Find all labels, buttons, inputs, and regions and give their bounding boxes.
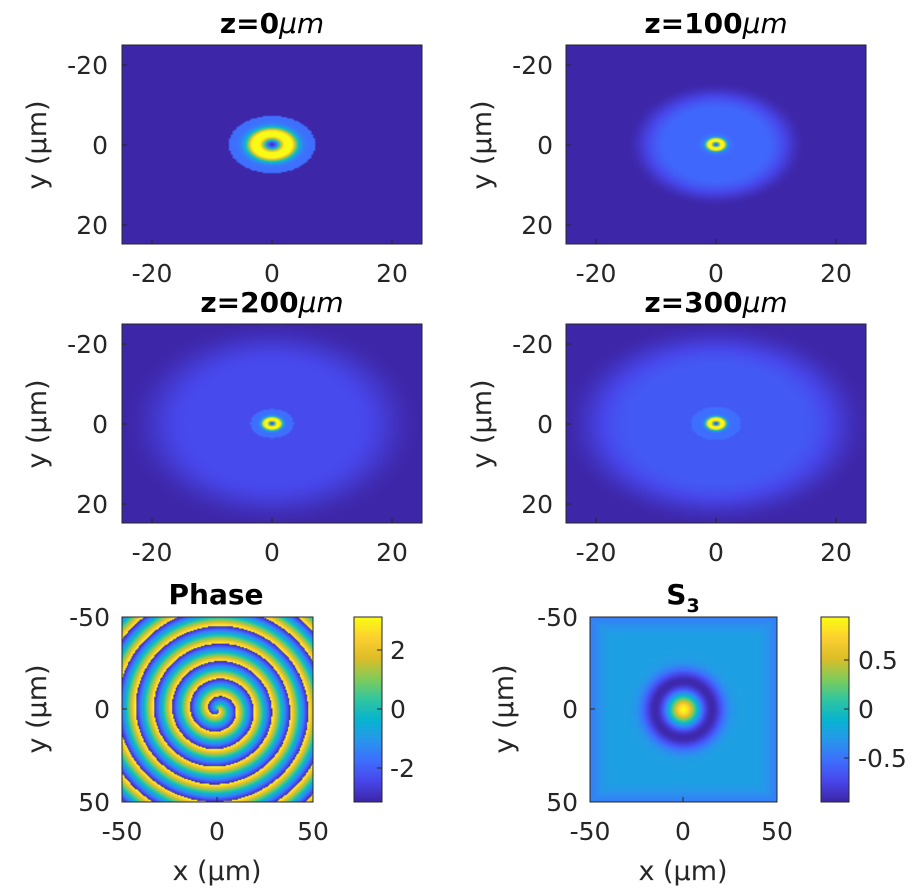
panel-phase-xtick-label: -50 [102, 817, 143, 846]
panel-z300-xtick-label: 0 [708, 538, 724, 567]
panel-z0-xtick-label: -20 [132, 259, 173, 288]
panel-z300-ytick-label: 0 [537, 410, 553, 439]
panel-z200-ytick-label: 0 [92, 410, 108, 439]
panel-z300-xtick-label: 20 [820, 538, 852, 567]
panel-s3-xtick-label: 50 [761, 817, 793, 846]
panel-z100-ytick-label: -20 [512, 51, 553, 80]
panel-z200-heatmap [122, 324, 422, 523]
panel-z0: z=0μm -20 0 20 -20 0 20 y (μm) [22, 7, 423, 288]
panel-s3-ytick-label: 0 [562, 695, 578, 724]
panel-s3: S3 -50 0 50 -50 0 50 y (μm) x (μm) 0.5 0… [489, 578, 907, 887]
panel-phase-xtick-label: 50 [297, 817, 329, 846]
panel-z200-ytick-label: 20 [76, 490, 108, 519]
panel-phase-ytick-label: -50 [69, 603, 110, 632]
panel-phase-colorbar-label: -2 [390, 754, 415, 783]
panel-z200-xtick-label: -20 [132, 538, 173, 567]
panel-z100-heatmap [566, 45, 866, 244]
panel-z100-ylabel: y (μm) [467, 100, 498, 189]
panel-z100-title: z=100μm [644, 7, 787, 40]
panel-z0-ylabel: y (μm) [22, 100, 53, 189]
panel-s3-xlabel: x (μm) [638, 856, 727, 887]
panel-z300-heatmap [566, 324, 866, 523]
panel-z100-ytick-label: 0 [537, 131, 553, 160]
panel-z100-xtick-label: 0 [708, 259, 724, 288]
panel-s3-xtick-label: 0 [675, 817, 691, 846]
panel-phase-ytick-label: 0 [94, 695, 110, 724]
panel-s3-ytick-label: -50 [537, 603, 578, 632]
panel-z100: z=100μm -20 0 20 -20 0 20 y (μm) [467, 7, 867, 288]
panel-phase-colorbar-label: 0 [390, 695, 406, 724]
panel-z200-xtick-label: 0 [264, 538, 280, 567]
panel-z0-ytick-label: 20 [76, 211, 108, 240]
panel-z200-xtick-label: 20 [376, 538, 408, 567]
panel-phase-colorbar-label: 2 [390, 636, 406, 665]
panel-z300-xtick-label: -20 [576, 538, 617, 567]
panel-z300-ytick-label: -20 [512, 330, 553, 359]
panel-phase-ytick-label: 50 [78, 788, 110, 817]
panel-z300-ylabel: y (μm) [467, 379, 498, 468]
panel-phase-ylabel: y (μm) [22, 664, 53, 753]
panel-phase: Phase -50 0 50 -50 0 50 y (μm) x (μm) 2 … [22, 578, 415, 887]
panel-z200-ytick-label: -20 [67, 330, 108, 359]
panel-phase-xlabel: x (μm) [172, 856, 261, 887]
panel-s3-heatmap [590, 617, 777, 802]
panel-z200-title: z=200μm [200, 286, 343, 319]
panel-z0-heatmap [122, 45, 422, 244]
panel-z0-title: z=0μm [220, 7, 324, 40]
panel-z100-xtick-label: -20 [576, 259, 617, 288]
panel-phase-title: Phase [168, 578, 263, 611]
panel-s3-colorbar-label: -0.5 [858, 744, 907, 773]
panel-s3-xtick-label: -50 [570, 817, 611, 846]
panel-z300-title: z=300μm [644, 286, 787, 319]
panel-z200-ylabel: y (μm) [22, 379, 53, 468]
panel-z100-xtick-label: 20 [820, 259, 852, 288]
panel-z0-ytick-label: 0 [92, 131, 108, 160]
panel-z300-ytick-label: 20 [521, 490, 553, 519]
panel-phase-heatmap [122, 617, 313, 802]
panel-s3-ylabel: y (μm) [489, 664, 520, 753]
panel-s3-ytick-label: 50 [546, 788, 578, 817]
panel-s3-title: S3 [666, 578, 699, 617]
panel-z0-xtick-label: 20 [376, 259, 408, 288]
panel-s3-colorbar-label: 0 [858, 695, 874, 724]
panel-z100-ytick-label: 20 [521, 211, 553, 240]
panel-z300: z=300μm -20 0 20 -20 0 20 y (μm) [467, 286, 867, 567]
panel-s3-colorbar-label: 0.5 [858, 646, 898, 675]
panel-z0-xtick-label: 0 [264, 259, 280, 288]
panel-phase-xtick-label: 0 [209, 817, 225, 846]
panel-z200: z=200μm -20 0 20 -20 0 20 y (μm) [22, 286, 423, 567]
panel-z0-ytick-label: -20 [67, 51, 108, 80]
